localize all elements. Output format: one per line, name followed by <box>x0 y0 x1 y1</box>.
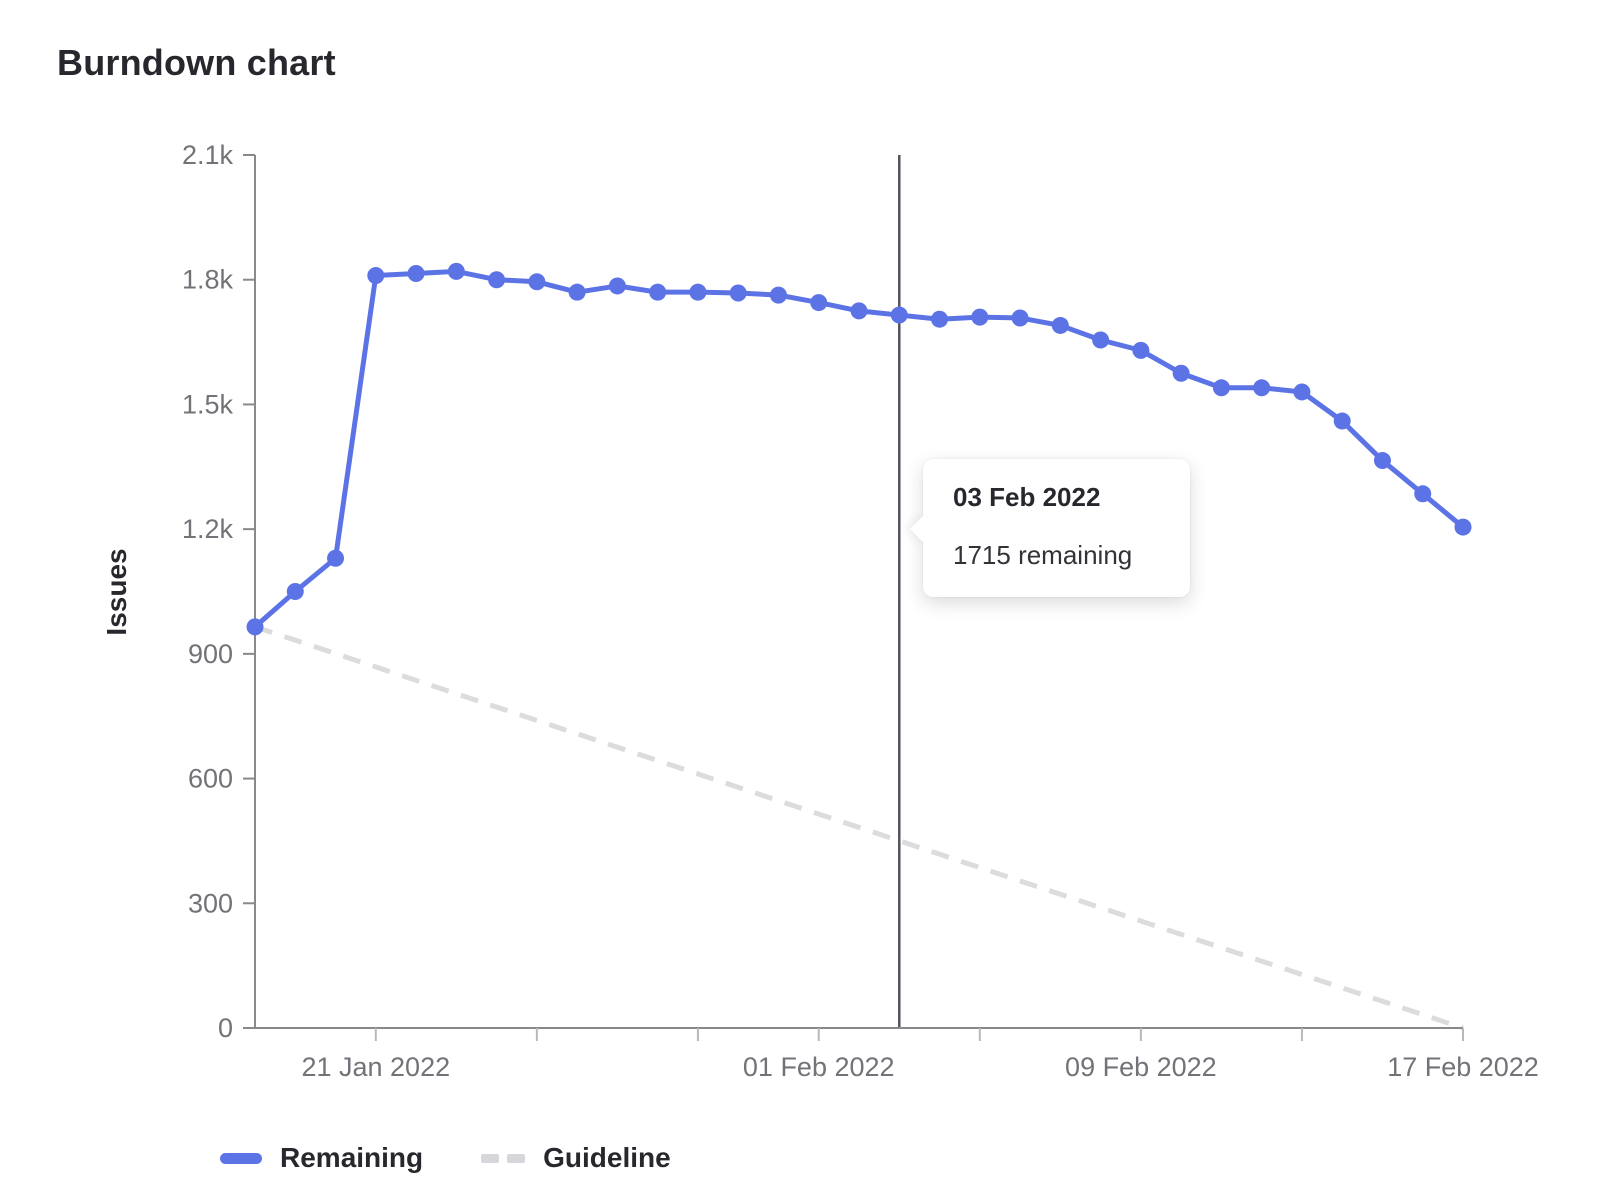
data-point[interactable] <box>1373 452 1391 470</box>
y-tick-label: 300 <box>188 888 233 918</box>
data-point[interactable] <box>1414 485 1432 503</box>
data-point[interactable] <box>850 302 868 320</box>
data-point[interactable] <box>1092 331 1110 349</box>
guideline-series <box>254 624 1464 1031</box>
y-tick-label: 1.8k <box>182 265 234 295</box>
remaining-line-swatch-icon <box>220 1152 262 1164</box>
legend-label-remaining: Remaining <box>280 1142 424 1173</box>
y-tick-label: 1.5k <box>182 389 234 419</box>
data-point[interactable] <box>810 294 828 312</box>
chart-legend: Remaining Guideline <box>220 1142 671 1174</box>
x-tick-label: 01 Feb 2022 <box>743 1052 895 1082</box>
data-point[interactable] <box>689 283 707 301</box>
data-point[interactable] <box>327 549 345 567</box>
data-point[interactable] <box>1293 383 1311 401</box>
data-point[interactable] <box>931 310 949 328</box>
data-point[interactable] <box>1051 316 1069 334</box>
data-point[interactable] <box>246 618 264 636</box>
data-point[interactable] <box>971 308 989 326</box>
tooltip-value: 1715 remaining <box>953 540 1133 570</box>
y-tick-label: 900 <box>188 639 233 669</box>
data-point[interactable] <box>649 283 667 301</box>
legend-item-guideline[interactable]: Guideline <box>481 1142 671 1174</box>
data-point[interactable] <box>1333 412 1351 430</box>
data-point[interactable] <box>488 271 506 289</box>
y-tick-label: 2.1k <box>182 140 234 170</box>
data-point[interactable] <box>1454 518 1472 536</box>
x-tick-label: 17 Feb 2022 <box>1387 1052 1539 1082</box>
data-point[interactable] <box>447 262 465 280</box>
legend-label-guideline: Guideline <box>543 1142 671 1173</box>
x-tick-label: 09 Feb 2022 <box>1065 1052 1217 1082</box>
data-point[interactable] <box>286 583 304 600</box>
y-tick-label: 600 <box>188 764 233 794</box>
data-point[interactable] <box>1172 364 1190 382</box>
data-point[interactable] <box>1253 379 1271 397</box>
page-title: Burndown chart <box>57 42 336 83</box>
data-point[interactable] <box>528 273 546 291</box>
remaining-series-line <box>252 268 1466 630</box>
data-point[interactable] <box>729 284 747 302</box>
data-point[interactable] <box>568 283 586 301</box>
y-tick-label: 1.2k <box>182 514 234 544</box>
data-point[interactable] <box>407 264 425 282</box>
tooltip-date: 03 Feb 2022 <box>953 482 1101 512</box>
legend-item-remaining[interactable]: Remaining <box>220 1142 423 1174</box>
y-tick-label: 0 <box>218 1013 233 1043</box>
data-point[interactable] <box>608 277 626 295</box>
data-point[interactable] <box>1212 379 1230 397</box>
data-point[interactable] <box>367 267 385 285</box>
guideline-dash-swatch-icon <box>481 1153 526 1163</box>
data-point[interactable] <box>1132 341 1150 359</box>
x-tick-label: 21 Jan 2022 <box>301 1052 450 1082</box>
data-point[interactable] <box>769 286 787 304</box>
data-point[interactable] <box>1011 309 1029 327</box>
chart-tooltip: 03 Feb 2022 1715 remaining <box>909 459 1190 597</box>
data-point[interactable] <box>890 306 908 324</box>
axis-lines <box>254 155 1463 1029</box>
